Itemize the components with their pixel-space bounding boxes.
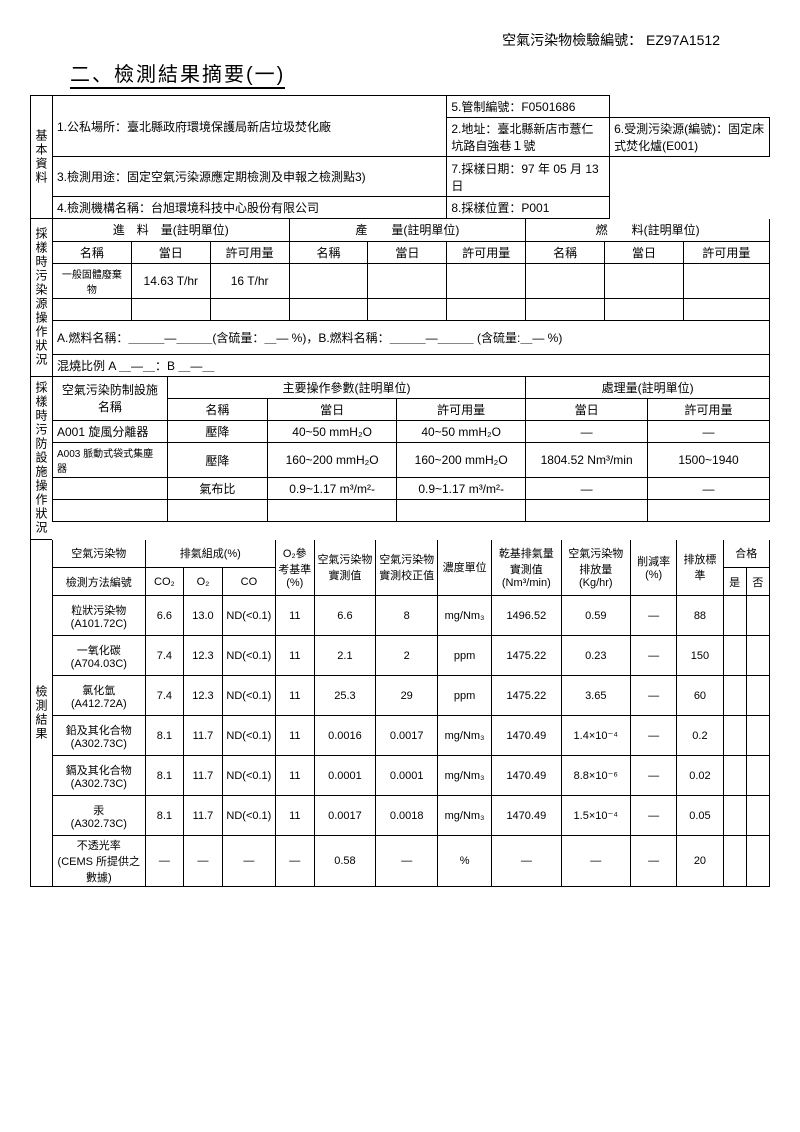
feed-day: 14.63 T/hr [131,263,210,298]
operation-table: 進 料 量(註明單位) 產 量(註明單位) 燃 料(註明單位) 名稱 當日 許可… [52,219,770,377]
doc-id: 空氣污染物檢驗編號： EZ97A1512 [30,30,770,50]
pollutant-cell: 鎘及其化合物(A302.73C) [53,756,146,796]
fuel-info: A.燃料名稱：＿＿＿—＿＿＿(含硫量：＿— %)，B.燃料名稱：＿＿＿—＿＿＿ … [53,320,770,354]
table-row: 汞(A302.73C)8.111.7ND(<0.1)110.00170.0018… [53,796,770,836]
sidebar-operation: 採樣時污染源操作狀況 [30,219,52,377]
pollutant-cell: 一氧化碳(A704.03C) [53,636,146,676]
sidebar-results: 檢測結果 [30,540,52,888]
field-sample-loc: 8.採樣位置：P001 [447,197,610,219]
basic-table: 1.公私場所：臺北縣政府環境保護局新店垃圾焚化廠 5.管制編號：F0501686… [52,95,770,219]
table-row: 不透光率(CEMS 所提供之數據)————0.58—%———20 [53,836,770,887]
field-purpose: 3.檢測用途：固定空氣污染源應定期檢測及申報之檢測點3) [53,157,447,197]
pollutant-cell: 氯化氫(A412.72A) [53,676,146,716]
control-table: 空氣污染防制設施名稱 主要操作參數(註明單位) 處理量(註明單位) 名稱 當日 … [52,377,770,523]
table-row: 鎘及其化合物(A302.73C)8.111.7ND(<0.1)110.00010… [53,756,770,796]
sidebar-basic: 基本資料 [30,95,52,219]
mix-ratio: 混燒比例 A ＿—＿：B ＿—＿ [53,354,770,376]
pollutant-cell: 不透光率(CEMS 所提供之數據) [53,836,146,887]
pollutant-cell: 汞(A302.73C) [53,796,146,836]
fac1: A001 旋風分離器 [53,421,168,443]
sidebar-control: 採樣時污防設施操作狀況 [30,377,52,540]
field-sample-date: 7.採樣日期：97 年 05 月 13 日 [447,157,610,197]
table-row: 氯化氫(A412.72A)7.412.3ND(<0.1)1125.329ppm1… [53,676,770,716]
field-location: 1.公私場所：臺北縣政府環境保護局新店垃圾焚化廠 [53,96,447,157]
feed-name: 一般固體廢棄物 [53,263,132,298]
pollutant-cell: 粒狀污染物(A101.72C) [53,596,146,636]
feed-permit: 16 T/hr [210,263,289,298]
results-table: 空氣污染物 排氣組成(%) O₂參考基準(%) 空氣污染物實測值 空氣污染物實測… [52,540,770,888]
table-row: 一氧化碳(A704.03C)7.412.3ND(<0.1)112.12ppm14… [53,636,770,676]
table-row: 鉛及其化合物(A302.73C)8.111.7ND(<0.1)110.00160… [53,716,770,756]
table-row: 粒狀污染物(A101.72C)6.613.0ND(<0.1)116.68mg/N… [53,596,770,636]
field-address: 2.地址：臺北縣新店市薏仁坑路自強巷１號 [447,118,610,157]
field-lab: 4.檢測機構名稱：台旭環境科技中心股份有限公司 [53,197,447,219]
page-title: 二、檢測結果摘要(一) [70,58,285,89]
fac2: A003 脈動式袋式集塵器 [53,443,168,478]
field-source: 6.受測污染源(編號)：固定床式焚化爐(E001) [610,118,770,157]
pollutant-cell: 鉛及其化合物(A302.73C) [53,716,146,756]
field-control-no: 5.管制編號：F0501686 [447,96,610,118]
